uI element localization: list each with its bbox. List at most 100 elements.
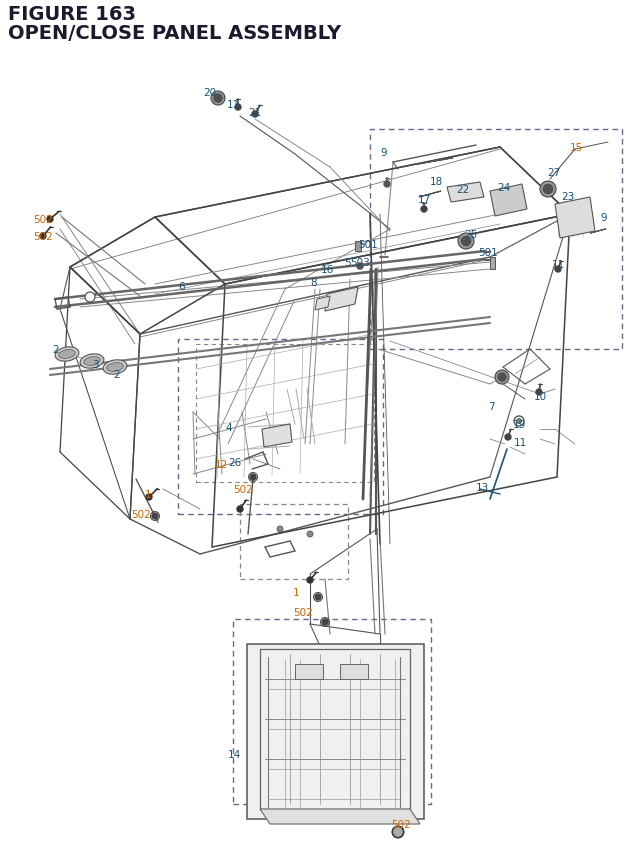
Bar (178, 339, 383, 514)
Circle shape (211, 92, 225, 106)
Text: 11: 11 (227, 100, 240, 110)
Text: 27: 27 (547, 168, 560, 177)
Ellipse shape (55, 347, 79, 362)
Text: FIGURE 163: FIGURE 163 (8, 5, 136, 24)
Polygon shape (490, 185, 527, 217)
Circle shape (40, 233, 46, 239)
Text: 15: 15 (570, 143, 583, 152)
Circle shape (85, 293, 95, 303)
Bar (490, 257, 495, 269)
Polygon shape (247, 644, 424, 819)
Text: OPEN/CLOSE PANEL ASSEMBLY: OPEN/CLOSE PANEL ASSEMBLY (8, 24, 341, 43)
Text: 17: 17 (418, 195, 431, 205)
Polygon shape (555, 198, 595, 238)
Text: 7: 7 (488, 401, 495, 412)
Text: 25: 25 (464, 230, 477, 239)
Text: 9: 9 (600, 213, 607, 223)
Text: 8: 8 (310, 278, 317, 288)
Circle shape (498, 374, 506, 381)
Text: 1: 1 (145, 489, 152, 499)
Circle shape (384, 182, 390, 188)
Text: 3: 3 (92, 360, 99, 369)
Circle shape (357, 263, 363, 269)
Text: 21: 21 (248, 108, 261, 118)
Bar (196, 344, 374, 482)
Bar (233, 619, 431, 804)
Text: 23: 23 (561, 192, 574, 201)
Circle shape (214, 95, 222, 103)
Text: 20: 20 (203, 88, 216, 98)
Polygon shape (419, 192, 441, 198)
Text: 12: 12 (215, 460, 228, 469)
Polygon shape (447, 183, 484, 202)
Polygon shape (417, 158, 453, 165)
Circle shape (252, 112, 258, 118)
Circle shape (392, 827, 403, 838)
Text: 14: 14 (228, 749, 241, 759)
Circle shape (307, 578, 313, 583)
Polygon shape (590, 230, 606, 234)
Circle shape (235, 105, 241, 111)
Circle shape (516, 419, 522, 424)
Text: 503: 503 (350, 257, 370, 268)
Ellipse shape (59, 350, 76, 359)
Circle shape (237, 506, 243, 512)
Text: 22: 22 (456, 185, 469, 195)
Polygon shape (485, 252, 491, 253)
Text: 4: 4 (225, 423, 232, 432)
Circle shape (514, 417, 524, 426)
Circle shape (461, 237, 471, 246)
Ellipse shape (84, 357, 100, 366)
Text: 502: 502 (131, 510, 151, 519)
Bar (370, 130, 622, 350)
Circle shape (555, 267, 561, 273)
Text: 10: 10 (534, 392, 547, 401)
Circle shape (357, 263, 363, 269)
Circle shape (315, 594, 321, 600)
Bar (355, 242, 361, 251)
Text: 502: 502 (233, 485, 253, 494)
Text: 2: 2 (52, 344, 59, 355)
Polygon shape (485, 260, 491, 261)
Text: 2: 2 (113, 369, 120, 380)
Ellipse shape (80, 355, 104, 369)
Circle shape (505, 435, 511, 441)
Bar (340, 664, 368, 679)
Circle shape (146, 494, 152, 500)
Circle shape (536, 389, 542, 395)
Text: 18: 18 (430, 177, 444, 187)
Circle shape (394, 828, 402, 836)
Text: 501: 501 (358, 239, 378, 250)
Text: 501: 501 (478, 248, 498, 257)
Text: 26: 26 (228, 457, 241, 468)
Text: 5: 5 (344, 257, 351, 268)
Text: 502: 502 (391, 819, 411, 829)
Circle shape (322, 619, 328, 625)
Bar (240, 505, 348, 579)
Text: 11: 11 (514, 437, 527, 448)
Circle shape (543, 185, 553, 195)
Polygon shape (315, 297, 330, 311)
Circle shape (47, 217, 53, 223)
Circle shape (307, 531, 313, 537)
Text: 16: 16 (321, 264, 334, 275)
Ellipse shape (103, 361, 127, 375)
Text: 19: 19 (513, 419, 526, 430)
Text: 24: 24 (497, 183, 510, 193)
Circle shape (277, 526, 283, 532)
Text: 9: 9 (380, 148, 387, 158)
Text: 1: 1 (293, 587, 300, 598)
Circle shape (495, 370, 509, 385)
Text: 502: 502 (33, 232, 52, 242)
Text: 6: 6 (178, 282, 184, 292)
Text: 502: 502 (293, 607, 313, 617)
Circle shape (421, 207, 427, 213)
Text: 502: 502 (33, 214, 52, 225)
Polygon shape (260, 809, 420, 824)
Circle shape (250, 474, 256, 480)
Text: 13: 13 (476, 482, 489, 492)
Circle shape (458, 233, 474, 250)
Polygon shape (262, 424, 292, 448)
Polygon shape (325, 288, 358, 312)
Text: 11: 11 (552, 260, 565, 269)
